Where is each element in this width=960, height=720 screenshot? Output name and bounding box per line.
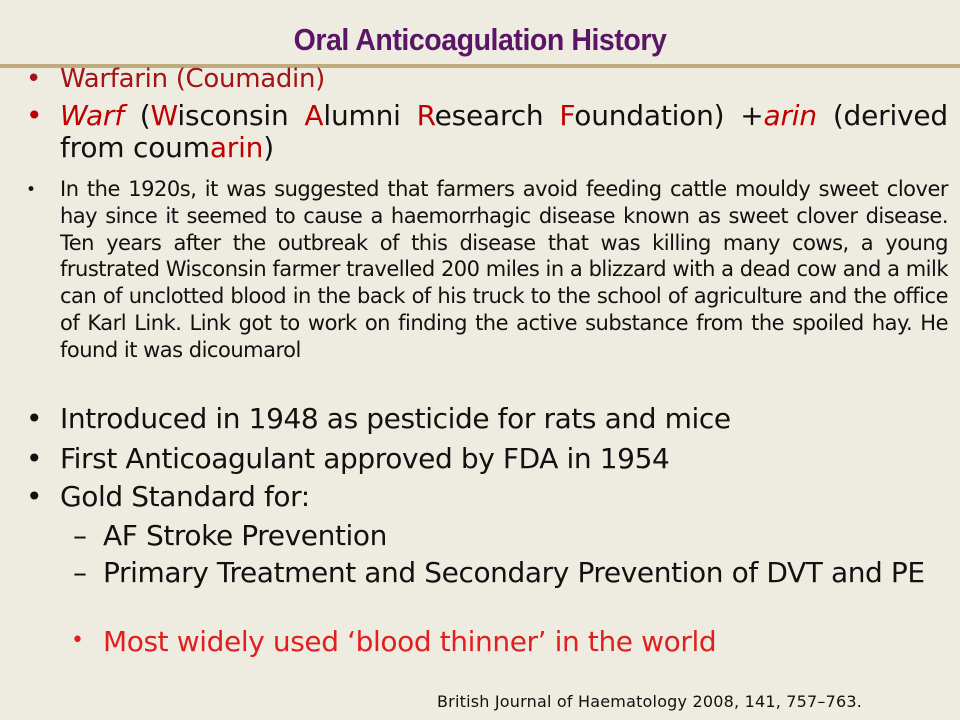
sub-item-text: Primary Treatment and Secondary Preventi…	[103, 556, 925, 589]
bullet-icon: •	[26, 402, 43, 435]
sub-item-blood-thinner: • Most widely used ‘blood thinner’ in th…	[71, 625, 949, 658]
sub-item-af-stroke: – AF Stroke Prevention	[73, 519, 949, 552]
text-fragment: )	[263, 131, 274, 164]
text-fragment: lumni	[323, 99, 417, 132]
bullet-icon: •	[71, 628, 84, 653]
bullet-icon: •	[26, 64, 42, 94]
bullet-item-pesticide: • Introduced in 1948 as pesticide for ra…	[26, 402, 948, 435]
dash-icon: –	[73, 556, 87, 589]
warf-word: Warf	[60, 99, 124, 132]
letter-w: W	[150, 99, 178, 132]
citation: British Journal of Haematology 2008, 141…	[437, 692, 863, 711]
slide-title: Oral Anticoagulation History	[293, 22, 667, 57]
bullet-icon: •	[26, 442, 43, 475]
text-fragment: oundation) +	[574, 99, 764, 132]
sub-item-dvt-pe: – Primary Treatment and Secondary Preven…	[73, 556, 949, 589]
letter-r: R	[416, 99, 435, 132]
bullet-item-warfarin: • Warfarin (Coumadin)	[26, 64, 948, 94]
bullet-text: First Anticoagulant approved by FDA in 1…	[60, 442, 670, 475]
arin-suffix: arin	[763, 99, 818, 132]
text-fragment: esearch	[434, 99, 560, 132]
letter-f: F	[559, 99, 575, 132]
bullet-text: In the 1920s, it was suggested that farm…	[60, 177, 949, 362]
bullet-icon: •	[26, 99, 43, 132]
bullet-text: Gold Standard for:	[60, 480, 310, 513]
bullet-item-history-story: • In the 1920s, it was suggested that fa…	[26, 176, 949, 364]
bullet-text: Introduced in 1948 as pesticide for rats…	[60, 402, 731, 435]
bullet-item-etymology: • Warf (Wisconsin Alumni Research Founda…	[26, 99, 949, 164]
title-divider	[0, 64, 960, 68]
bullet-item-fda-approval: • First Anticoagulant approved by FDA in…	[26, 442, 948, 475]
sub-item-text: Most widely used ‘blood thinner’ in the …	[103, 625, 717, 658]
dash-icon: –	[73, 519, 87, 552]
text-fragment: (	[123, 99, 151, 132]
sub-item-text: AF Stroke Prevention	[103, 519, 387, 552]
bullet-text: Warfarin (Coumadin)	[60, 64, 326, 94]
bullet-icon: •	[26, 480, 43, 513]
bullet-icon: •	[26, 180, 36, 200]
arin-highlight: arin	[209, 131, 264, 164]
text-fragment: isconsin	[177, 99, 305, 132]
letter-a: A	[304, 99, 324, 132]
bullet-item-gold-standard: • Gold Standard for:	[26, 480, 948, 513]
text-fragment: (derived from coum	[60, 99, 949, 164]
